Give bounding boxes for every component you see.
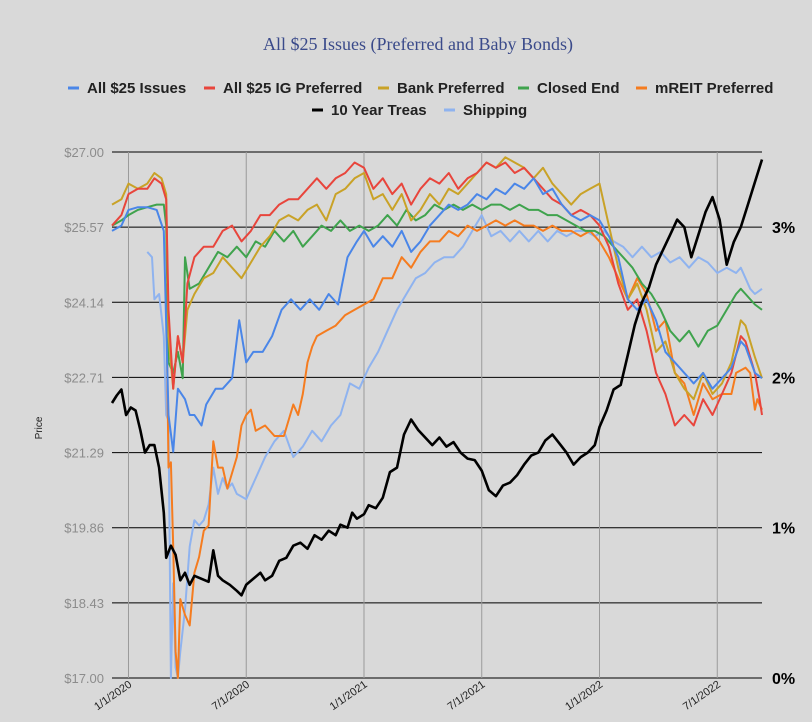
y-tick-label: $18.43	[64, 596, 104, 611]
y2-tick-label: 1%	[772, 521, 795, 538]
y2-tick-label: 2%	[772, 370, 795, 387]
y-tick-label: $25.57	[64, 220, 104, 235]
series-line-closed-end	[111, 203, 763, 380]
y-tick-label: $21.29	[64, 446, 104, 461]
x-tick-label: 7/1/2021	[446, 679, 488, 713]
legend-label-all-25-ig-preferred: All $25 IG Preferred	[223, 80, 362, 97]
y-axis: $27.00 $25.57 $24.14 $22.71 $21.29 $19.86 $18.…	[64, 145, 104, 686]
chart-title: All $25 Issues (Preferred and Baby Bonds…	[263, 34, 573, 55]
y-tick-label: $27.00	[64, 145, 104, 160]
series-line-bank-preferred	[111, 156, 763, 401]
legend-label-all-25-issues: All $25 Issues	[87, 80, 186, 97]
gridlines	[112, 151, 762, 679]
y-axis-label: Price	[34, 416, 45, 439]
series-lines	[110, 156, 764, 679]
x-tick-label: 1/1/2021	[328, 679, 370, 713]
series-line-shipping	[146, 214, 763, 679]
series-line-10-year-treas	[110, 159, 764, 597]
y-tick-label: $17.00	[64, 671, 104, 686]
x-tick-label: 7/1/2020	[210, 679, 252, 713]
legend-label-bank-preferred: Bank Preferred	[397, 80, 505, 97]
secondary-y-axis: 3% 2% 1% 0%	[772, 220, 795, 688]
x-axis: 1/1/2020 7/1/2020 1/1/2021 7/1/2021 1/1/2022…	[92, 679, 723, 713]
y2-tick-label: 0%	[772, 671, 795, 688]
y-tick-label: $22.71	[64, 370, 104, 385]
legend-label-10-year-treas: 10 Year Treas	[331, 102, 427, 119]
series-line-all-25-issues	[111, 177, 763, 453]
x-tick-label: 1/1/2022	[563, 679, 605, 713]
y2-tick-label: 3%	[772, 220, 795, 237]
y-tick-label: $19.86	[64, 521, 104, 536]
series-line-all-25-ig-preferred	[111, 161, 763, 427]
y-tick-label: $24.14	[64, 295, 104, 310]
legend-label-closed-end: Closed End	[537, 80, 620, 97]
legend-label-mreit-preferred: mREIT Preferred	[655, 80, 773, 97]
x-tick-label: 7/1/2022	[681, 679, 723, 713]
series-line-mreit-preferred	[165, 219, 763, 679]
legend-label-shipping: Shipping	[463, 102, 527, 119]
legend: All $25 Issues All $25 IG Preferred Bank P…	[68, 80, 773, 119]
